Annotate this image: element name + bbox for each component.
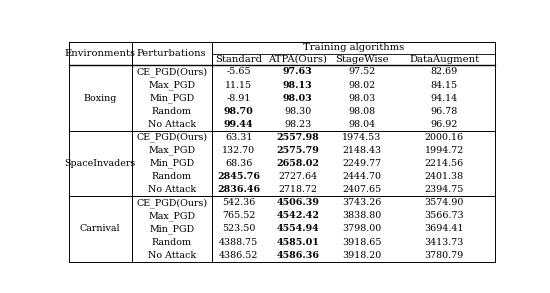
Text: Boxing: Boxing [84, 93, 117, 103]
Text: 2148.43: 2148.43 [342, 146, 381, 155]
Text: 3918.20: 3918.20 [342, 251, 381, 260]
Text: 98.03: 98.03 [283, 93, 312, 103]
Text: 2214.56: 2214.56 [425, 159, 464, 168]
Text: -8.91: -8.91 [227, 93, 251, 103]
Text: 96.92: 96.92 [431, 120, 458, 129]
Text: Carnival: Carnival [80, 224, 120, 234]
Text: Random: Random [152, 238, 192, 246]
Text: Environments: Environments [65, 49, 136, 58]
Text: 97.63: 97.63 [283, 67, 312, 76]
Text: 98.03: 98.03 [348, 93, 375, 103]
Text: 3838.80: 3838.80 [342, 211, 381, 220]
Text: 542.36: 542.36 [222, 198, 255, 207]
Text: 3743.26: 3743.26 [342, 198, 381, 207]
Text: 4586.36: 4586.36 [276, 251, 319, 260]
Text: 2557.98: 2557.98 [276, 133, 319, 142]
Text: 98.13: 98.13 [283, 81, 312, 90]
Text: DataAugment: DataAugment [409, 55, 480, 64]
Text: 2836.46: 2836.46 [217, 185, 260, 194]
Text: 98.02: 98.02 [348, 81, 375, 90]
Text: 3566.73: 3566.73 [425, 211, 464, 220]
Text: 4542.42: 4542.42 [276, 211, 319, 220]
Text: Max_PGD: Max_PGD [148, 146, 195, 155]
Text: 98.23: 98.23 [284, 120, 311, 129]
Text: 3694.41: 3694.41 [425, 224, 464, 234]
Text: 4388.75: 4388.75 [219, 238, 258, 246]
Text: 3798.00: 3798.00 [342, 224, 381, 234]
Text: CE_PGD(Ours): CE_PGD(Ours) [136, 132, 207, 142]
Text: 11.15: 11.15 [225, 81, 252, 90]
Text: 2718.72: 2718.72 [278, 185, 317, 194]
Text: Perturbations: Perturbations [137, 49, 206, 58]
Text: 2658.02: 2658.02 [276, 159, 319, 168]
Text: 63.31: 63.31 [225, 133, 252, 142]
Text: 2444.70: 2444.70 [342, 172, 381, 181]
Text: 98.04: 98.04 [348, 120, 375, 129]
Text: 3918.65: 3918.65 [342, 238, 381, 246]
Text: Min_PGD: Min_PGD [149, 224, 194, 234]
Text: 2401.38: 2401.38 [425, 172, 464, 181]
Text: 4506.39: 4506.39 [276, 198, 319, 207]
Text: 84.15: 84.15 [431, 81, 458, 90]
Text: No Attack: No Attack [147, 251, 196, 260]
Text: 99.44: 99.44 [224, 120, 254, 129]
Text: -5.65: -5.65 [226, 67, 251, 76]
Text: 2249.77: 2249.77 [342, 159, 381, 168]
Text: 2575.79: 2575.79 [276, 146, 319, 155]
Text: CE_PGD(Ours): CE_PGD(Ours) [136, 198, 207, 208]
Text: Max_PGD: Max_PGD [148, 80, 195, 90]
Text: Min_PGD: Min_PGD [149, 159, 194, 168]
Text: 98.30: 98.30 [284, 107, 311, 116]
Text: Training algorithms: Training algorithms [302, 43, 404, 52]
Text: 523.50: 523.50 [222, 224, 255, 234]
Text: Random: Random [152, 107, 192, 116]
Text: 2727.64: 2727.64 [278, 172, 317, 181]
Text: No Attack: No Attack [147, 185, 196, 194]
Text: Min_PGD: Min_PGD [149, 93, 194, 103]
Text: SpaceInvaders: SpaceInvaders [65, 159, 136, 168]
Text: 3780.79: 3780.79 [425, 251, 464, 260]
Text: 3413.73: 3413.73 [425, 238, 464, 246]
Text: 97.52: 97.52 [348, 67, 375, 76]
Text: CE_PGD(Ours): CE_PGD(Ours) [136, 67, 207, 77]
Text: 2407.65: 2407.65 [342, 185, 381, 194]
Text: Standard: Standard [215, 55, 262, 64]
Text: 96.78: 96.78 [431, 107, 458, 116]
Text: 2394.75: 2394.75 [425, 185, 464, 194]
Text: 82.69: 82.69 [431, 67, 458, 76]
Text: Random: Random [152, 172, 192, 181]
Text: 132.70: 132.70 [222, 146, 255, 155]
Text: StageWise: StageWise [335, 55, 388, 64]
Text: 94.14: 94.14 [431, 93, 458, 103]
Text: 2845.76: 2845.76 [217, 172, 260, 181]
Text: 4585.01: 4585.01 [276, 238, 319, 246]
Text: No Attack: No Attack [147, 120, 196, 129]
Text: Max_PGD: Max_PGD [148, 211, 195, 221]
Text: 3574.90: 3574.90 [425, 198, 464, 207]
Text: 98.70: 98.70 [224, 107, 254, 116]
Text: 4554.94: 4554.94 [276, 224, 319, 234]
Text: 98.08: 98.08 [348, 107, 375, 116]
Text: 765.52: 765.52 [222, 211, 255, 220]
Text: 2000.16: 2000.16 [425, 133, 464, 142]
Text: 1974.53: 1974.53 [342, 133, 381, 142]
Text: 4386.52: 4386.52 [219, 251, 258, 260]
Text: 68.36: 68.36 [225, 159, 252, 168]
Text: ATPA(Ours): ATPA(Ours) [268, 55, 327, 64]
Text: 1994.72: 1994.72 [425, 146, 464, 155]
